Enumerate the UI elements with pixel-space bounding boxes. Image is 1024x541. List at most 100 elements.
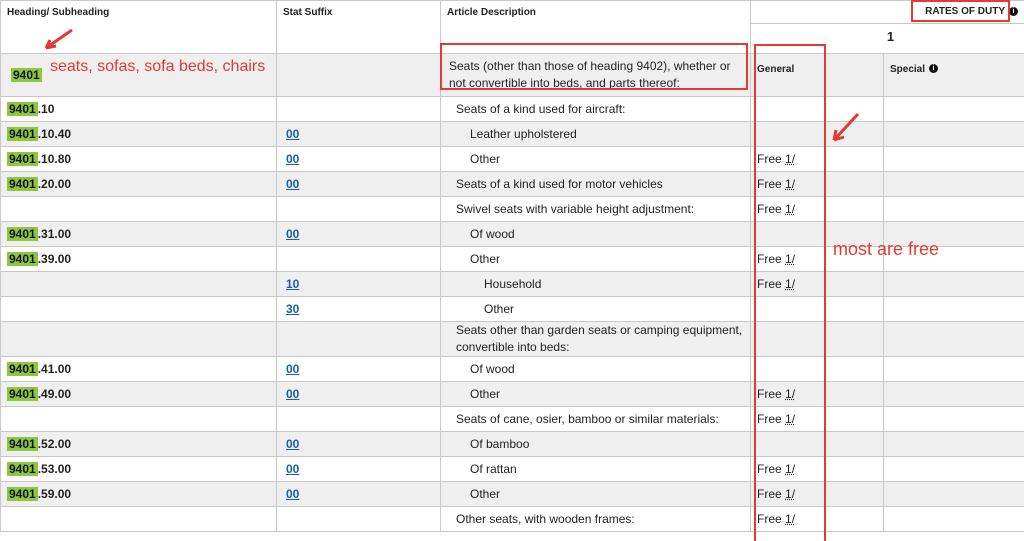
description-cell: Other	[440, 246, 751, 272]
description-header: Article Description	[440, 0, 751, 54]
table-row: 9401.59.00 00 Other Free 1/	[0, 481, 1024, 507]
heading-number: .39.00	[37, 252, 72, 266]
footnote-link[interactable]: 1/	[785, 512, 796, 526]
heading-cell	[0, 196, 277, 222]
general-header: General	[757, 64, 795, 75]
special-cell	[883, 356, 1024, 382]
table-row: Other seats, with wooden frames: Free 1/	[0, 506, 1024, 532]
heading-number: .10	[37, 102, 55, 116]
suffix-cell: 00	[276, 381, 441, 407]
description-cell: Household	[440, 271, 751, 297]
suffix-cell	[276, 53, 441, 97]
suffix-cell	[276, 406, 441, 432]
heading-header: Heading/ Subheading	[0, 0, 277, 54]
stat-suffix-link[interactable]: 00	[286, 127, 300, 141]
stat-suffix-link[interactable]: 30	[286, 302, 300, 316]
description-cell: Seats of cane, osier, bamboo or similar …	[440, 406, 751, 432]
heading-number: .59.00	[37, 487, 72, 501]
stat-suffix-link[interactable]: 00	[286, 462, 300, 476]
general-rate: Free	[757, 177, 782, 191]
rates-header: RATES OF DUTY i 1	[750, 0, 1024, 54]
heading-code: 9401	[7, 227, 38, 241]
heading-code: 9401	[7, 462, 38, 476]
stat-suffix-link[interactable]: 00	[286, 487, 300, 501]
table-row: Swivel seats with variable height adjust…	[0, 196, 1024, 222]
heading-cell	[0, 296, 277, 322]
footnote-link[interactable]: 1/	[785, 462, 796, 476]
general-cell: Free 1/	[750, 171, 884, 197]
footnote-link[interactable]: 1/	[785, 202, 796, 216]
special-cell	[883, 456, 1024, 482]
table-row: 9401.52.00 00 Of bamboo	[0, 431, 1024, 457]
heading-cell: 9401.20.00	[0, 171, 277, 197]
footnote-link[interactable]: 1/	[785, 487, 796, 501]
heading-number: .20.00	[37, 177, 72, 191]
general-rate: Free	[757, 462, 782, 476]
special-cell	[883, 146, 1024, 172]
description-cell: Other	[440, 146, 751, 172]
suffix-cell: 00	[276, 171, 441, 197]
stat-suffix-link[interactable]: 10	[286, 277, 300, 291]
table-row: 9401.10.80 00 Other Free 1/	[0, 146, 1024, 172]
info-icon: i	[1009, 6, 1018, 16]
description-cell: Of wood	[440, 356, 751, 382]
footnote-link[interactable]: 1/	[785, 252, 796, 266]
heading-code: 9401	[7, 152, 38, 166]
heading-number: .10.40	[37, 127, 72, 141]
footnote-link[interactable]: 1/	[785, 152, 796, 166]
heading-cell	[0, 406, 277, 432]
heading-code: 9401	[7, 487, 38, 501]
description-cell: Seats of a kind used for motor vehicles	[440, 171, 751, 197]
general-cell	[750, 431, 884, 457]
footnote-link[interactable]: 1/	[785, 412, 796, 426]
heading-cell: 9401.41.00	[0, 356, 277, 382]
footnote-link[interactable]: 1/	[785, 177, 796, 191]
description-cell: Other seats, with wooden frames:	[440, 506, 751, 532]
table-row: 9401.39.00 Other Free 1/	[0, 246, 1024, 272]
heading-number: .49.00	[37, 387, 72, 401]
general-cell: Free 1/	[750, 146, 884, 172]
stat-suffix-link[interactable]: 00	[286, 177, 300, 191]
stat-suffix-link[interactable]: 00	[286, 362, 300, 376]
suffix-cell	[276, 96, 441, 122]
general-rate: Free	[757, 487, 782, 501]
special-cell	[883, 506, 1024, 532]
general-rate: Free	[757, 277, 782, 291]
general-rate: Free	[757, 412, 782, 426]
description-cell: Other	[440, 381, 751, 407]
heading-number: .53.00	[37, 462, 72, 476]
special-cell	[883, 321, 1024, 357]
suffix-cell: 00	[276, 221, 441, 247]
heading-cell	[0, 271, 277, 297]
suffix-cell	[276, 506, 441, 532]
footnote-link[interactable]: 1/	[785, 387, 796, 401]
special-cell	[883, 121, 1024, 147]
stat-suffix-link[interactable]: 00	[286, 152, 300, 166]
suffix-cell	[276, 246, 441, 272]
stat-suffix-link[interactable]: 00	[286, 437, 300, 451]
rates-title: RATES OF DUTY	[925, 6, 1005, 17]
general-cell: Free 1/	[750, 196, 884, 222]
description-cell: Swivel seats with variable height adjust…	[440, 196, 751, 222]
heading-cell: 9401.53.00	[0, 456, 277, 482]
description-cell: Other	[440, 481, 751, 507]
heading-code: 9401	[7, 437, 38, 451]
table-row: 10 Household Free 1/	[0, 271, 1024, 297]
table-row: 9401.53.00 00 Of rattan Free 1/	[0, 456, 1024, 482]
table-row: 9401.20.00 00 Seats of a kind used for mot…	[0, 171, 1024, 197]
column-number: 1	[751, 23, 1024, 44]
special-header: Special	[890, 64, 926, 75]
stat-suffix-link[interactable]: 00	[286, 227, 300, 241]
suffix-cell: 00	[276, 456, 441, 482]
special-cell: Special i	[883, 53, 1024, 97]
description-cell: Of wood	[440, 221, 751, 247]
description-cell: Leather upholstered	[440, 121, 751, 147]
stat-suffix-link[interactable]: 00	[286, 387, 300, 401]
general-rate: Free	[757, 202, 782, 216]
heading-number: .10.80	[37, 152, 72, 166]
general-cell: Free 1/	[750, 456, 884, 482]
table-row: 9401.10.40 00 Leather upholstered	[0, 121, 1024, 147]
description-cell: Other	[440, 296, 751, 322]
footnote-link[interactable]: 1/	[785, 277, 796, 291]
